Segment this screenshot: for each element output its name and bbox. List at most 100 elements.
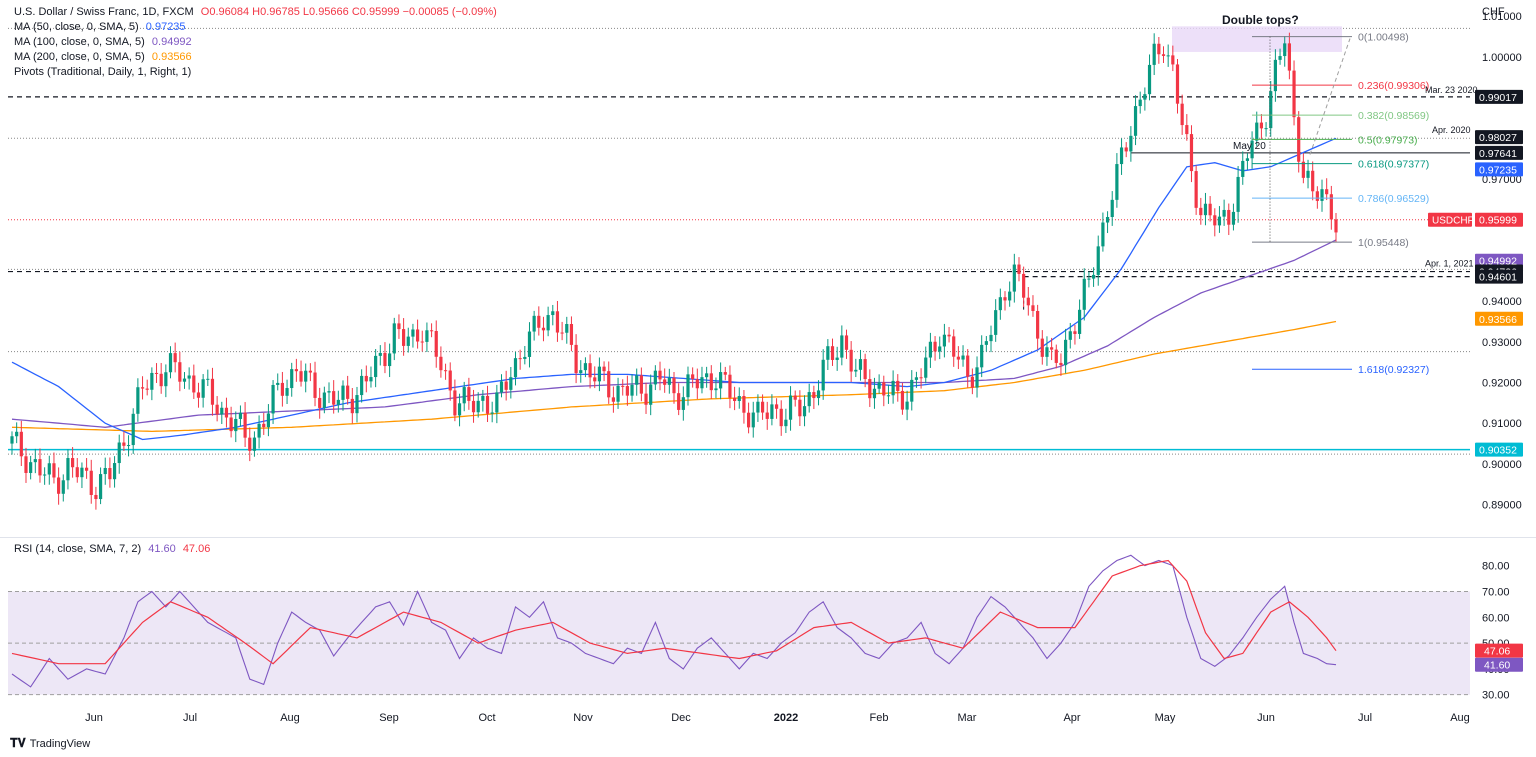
candle bbox=[346, 385, 350, 399]
candle bbox=[313, 372, 317, 398]
candle bbox=[280, 382, 284, 396]
candle bbox=[854, 369, 858, 372]
candle bbox=[1278, 56, 1282, 60]
price-tick-label: 1.01000 bbox=[1482, 11, 1522, 23]
candle bbox=[653, 370, 657, 385]
rsi-ma-value: 47.06 bbox=[182, 543, 211, 555]
candle bbox=[742, 396, 746, 413]
candle bbox=[611, 397, 615, 402]
price-label: 0.98027 bbox=[1479, 132, 1517, 144]
candle bbox=[984, 341, 988, 345]
candle bbox=[527, 331, 532, 357]
candle bbox=[33, 459, 37, 463]
candle bbox=[1259, 122, 1264, 129]
candle bbox=[812, 392, 816, 399]
candle bbox=[453, 390, 457, 416]
candle bbox=[765, 412, 769, 419]
candle bbox=[299, 371, 303, 382]
candle bbox=[182, 378, 187, 382]
candle bbox=[1315, 191, 1319, 201]
candle bbox=[178, 362, 182, 382]
candle bbox=[1082, 278, 1086, 310]
currency-label: CHF bbox=[1482, 6, 1505, 18]
price-label-bg bbox=[1475, 442, 1523, 457]
pane-separator[interactable] bbox=[0, 537, 1536, 538]
candle bbox=[1119, 147, 1124, 165]
candle bbox=[238, 412, 243, 419]
candle bbox=[1185, 125, 1189, 135]
candle bbox=[1012, 264, 1016, 292]
candle bbox=[691, 374, 695, 380]
candle bbox=[1264, 128, 1268, 130]
rsi-value: 41.60 bbox=[148, 543, 176, 555]
candle bbox=[784, 419, 788, 427]
candle bbox=[928, 341, 933, 358]
candle bbox=[1222, 209, 1226, 217]
ohlc-values: O0.96084 H0.96785 L0.95666 C0.95999 −0.0… bbox=[200, 6, 497, 18]
legend-ma200[interactable]: MA (200, close, 0, SMA, 5) 0.93566 bbox=[14, 50, 192, 64]
legend-symbol: U.S. Dollar / Swiss Franc, 1D, FXCM O0.9… bbox=[14, 5, 497, 19]
tradingview-logo[interactable]: 𝐓𝐕 TradingView bbox=[10, 736, 90, 751]
price-label: 0.97235 bbox=[1479, 164, 1517, 176]
candle bbox=[420, 341, 424, 343]
candle bbox=[355, 395, 359, 414]
candle bbox=[1231, 211, 1236, 225]
candle bbox=[816, 390, 821, 399]
candle bbox=[942, 334, 946, 347]
candle bbox=[1003, 297, 1007, 301]
fib-label: 0.5(0.97973) bbox=[1358, 134, 1418, 146]
candle bbox=[551, 311, 555, 316]
symbol-badge-bg bbox=[1428, 212, 1472, 227]
rsi-label-bg bbox=[1475, 657, 1523, 672]
time-label: Sep bbox=[379, 712, 399, 724]
candle bbox=[1143, 94, 1147, 100]
candle bbox=[537, 315, 541, 328]
candle bbox=[882, 382, 886, 396]
candle bbox=[336, 399, 340, 405]
candle bbox=[388, 353, 392, 367]
candle bbox=[61, 480, 65, 494]
candle bbox=[994, 310, 998, 335]
candle bbox=[956, 356, 960, 360]
pivots-label: Pivots (Traditional, Daily, 1, Right, 1) bbox=[14, 66, 192, 78]
candle bbox=[639, 375, 643, 394]
candle bbox=[858, 359, 863, 370]
candle bbox=[112, 463, 117, 480]
candle bbox=[47, 463, 51, 475]
candle bbox=[1325, 189, 1329, 195]
legend-pivots[interactable]: Pivots (Traditional, Daily, 1, Right, 1) bbox=[14, 65, 191, 79]
candle bbox=[849, 349, 853, 372]
candle bbox=[140, 387, 145, 389]
candle bbox=[439, 356, 443, 371]
candle bbox=[131, 413, 135, 446]
ma50-label: MA (50, close, 0, SMA, 5) bbox=[14, 21, 139, 33]
candle bbox=[1022, 273, 1026, 298]
candle bbox=[914, 377, 919, 380]
candle bbox=[220, 407, 224, 415]
candle bbox=[285, 388, 289, 396]
annotation: Double tops? bbox=[1222, 13, 1299, 27]
rsi-label-bg bbox=[1475, 643, 1523, 658]
candle bbox=[728, 374, 732, 398]
rsi-tick-label: 70.00 bbox=[1482, 586, 1510, 598]
legend-rsi[interactable]: RSI (14, close, SMA, 7, 2) 41.60 47.06 bbox=[14, 542, 210, 556]
candle bbox=[1133, 106, 1138, 136]
candle bbox=[900, 390, 905, 410]
legend-ma50[interactable]: MA (50, close, 0, SMA, 5) 0.97235 bbox=[14, 20, 186, 34]
legend-ma100[interactable]: MA (100, close, 0, SMA, 5) 0.94992 bbox=[14, 35, 192, 49]
candle bbox=[476, 400, 480, 413]
candle bbox=[1045, 347, 1049, 357]
candle bbox=[266, 413, 271, 428]
candle bbox=[29, 462, 33, 473]
candle bbox=[779, 408, 783, 427]
candle bbox=[910, 379, 914, 402]
candle bbox=[1068, 331, 1072, 340]
candle bbox=[1124, 147, 1128, 152]
candle bbox=[518, 358, 522, 360]
fib-label: 0.786(0.96529) bbox=[1358, 193, 1429, 205]
price-label-bg bbox=[1475, 162, 1523, 177]
candle bbox=[970, 376, 974, 388]
candle bbox=[840, 335, 844, 358]
candle bbox=[774, 404, 779, 409]
